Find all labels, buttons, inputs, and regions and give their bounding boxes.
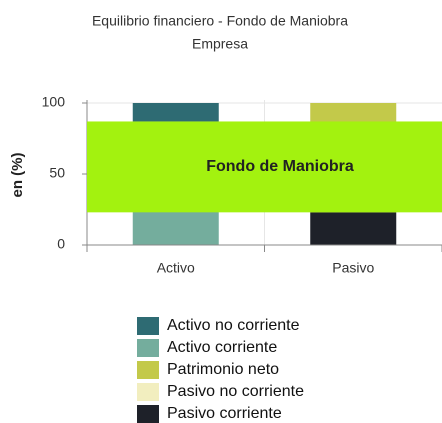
legend-swatch — [137, 405, 159, 423]
x-tick-label: Pasivo — [332, 260, 374, 276]
y-tick-label: 100 — [42, 94, 66, 110]
y-tick-label: 0 — [57, 236, 65, 252]
legend-label: Pasivo no corriente — [167, 383, 304, 400]
legend-swatch — [137, 339, 159, 357]
legend-swatch — [137, 361, 159, 379]
chart-title: Equilibrio financiero - Fondo de Maniobr… — [92, 13, 348, 29]
chart-subtitle: Empresa — [192, 36, 248, 52]
bar-segment — [132, 103, 219, 122]
overlay-label: Fondo de Maniobra — [206, 158, 354, 175]
y-axis-label: en (%) — [9, 152, 26, 197]
legend-label: Activo no corriente — [167, 317, 300, 334]
bar-segment — [310, 212, 397, 245]
y-tick-label: 50 — [49, 165, 65, 181]
overlay-band — [87, 121, 442, 213]
legend-label: Activo corriente — [167, 339, 277, 356]
legend-swatch — [137, 317, 159, 335]
legend-label: Patrimonio neto — [167, 361, 279, 378]
legend-swatch — [137, 383, 159, 401]
x-tick-label: Activo — [157, 260, 195, 276]
legend-label: Pasivo corriente — [167, 405, 282, 422]
